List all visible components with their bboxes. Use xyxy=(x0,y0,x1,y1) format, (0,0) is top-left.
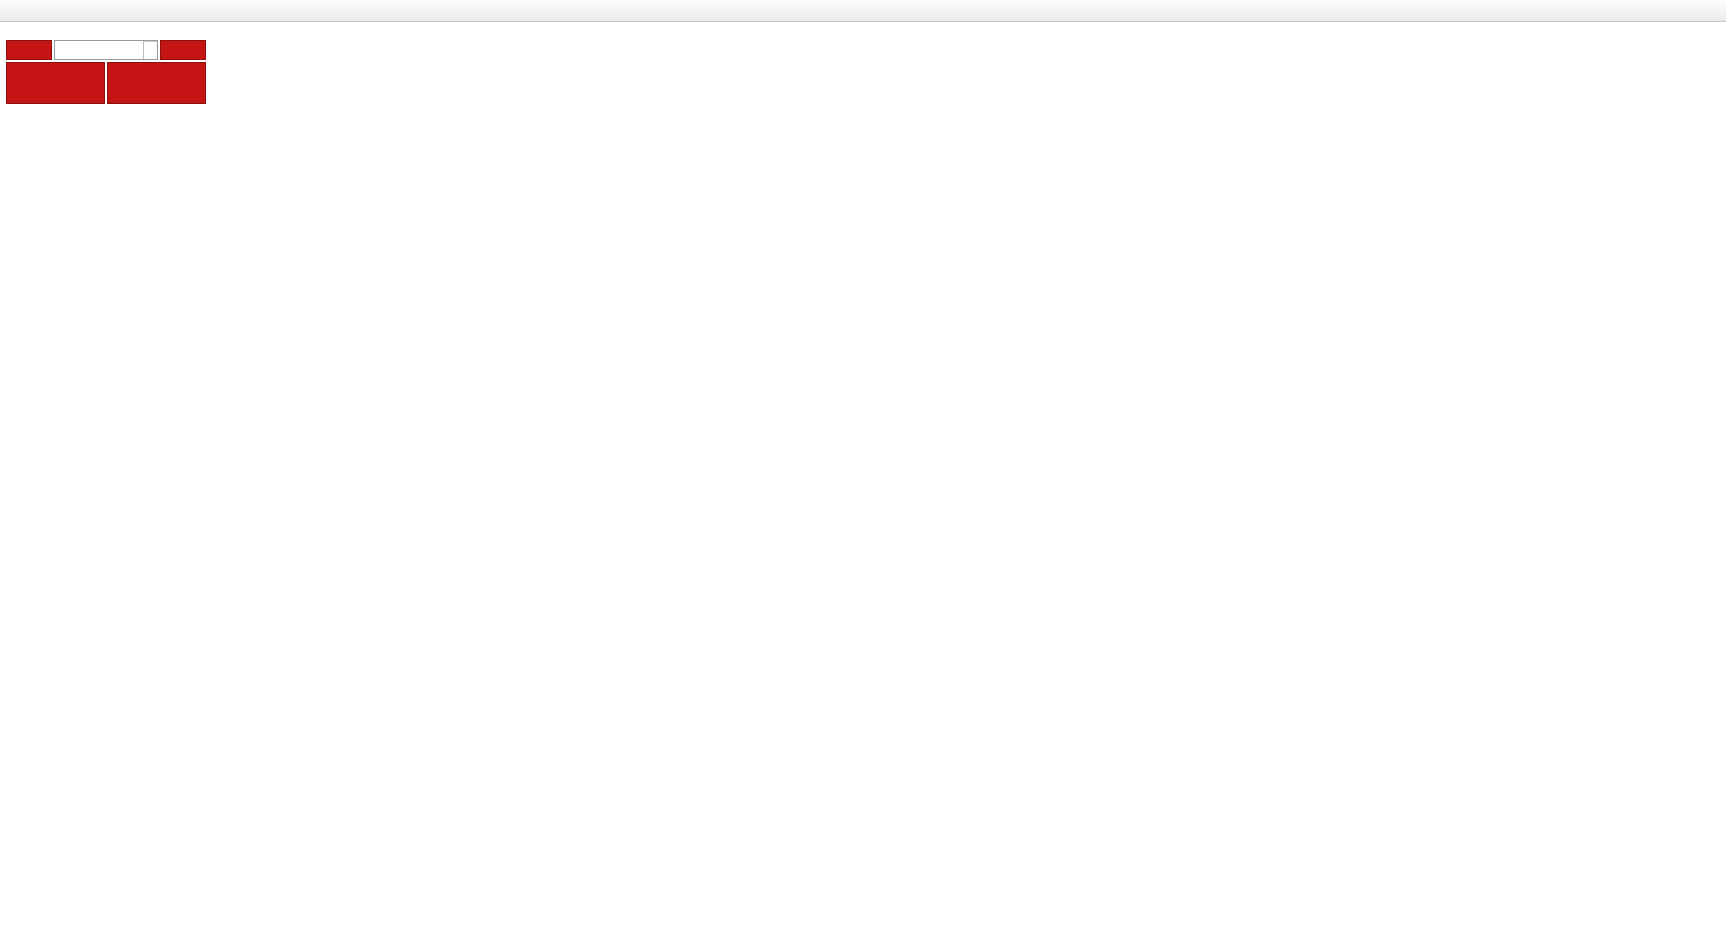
buy-button[interactable] xyxy=(160,40,206,60)
buy-price-button[interactable] xyxy=(107,62,206,104)
macd-title xyxy=(6,586,12,598)
volume-spinner xyxy=(143,41,157,59)
main-toolbar xyxy=(0,0,1726,22)
chart-title xyxy=(15,26,23,38)
rsi-title xyxy=(6,760,9,772)
volume-value xyxy=(55,41,143,59)
volume-up-icon[interactable] xyxy=(144,41,157,42)
volume-field[interactable] xyxy=(54,40,158,60)
sell-button[interactable] xyxy=(6,40,52,60)
sell-price-button[interactable] xyxy=(6,62,105,104)
one-click-trading-panel xyxy=(6,40,206,104)
